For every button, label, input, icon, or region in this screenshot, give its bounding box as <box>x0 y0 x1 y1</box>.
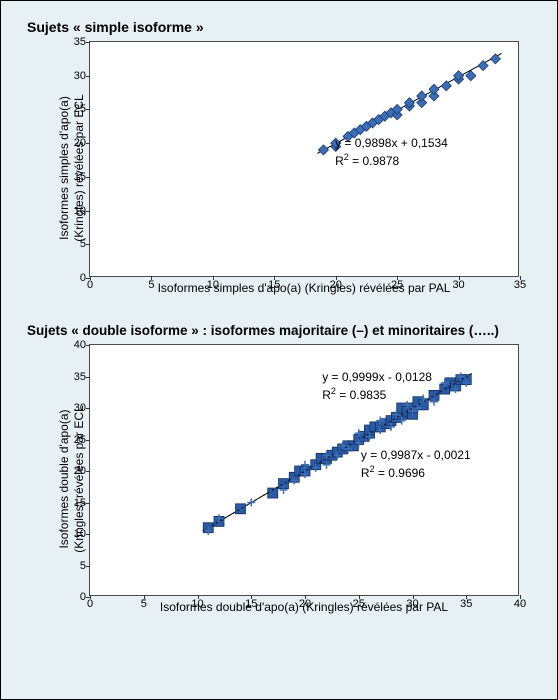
panel-b-title: Sujets « double isoforme » : isoformes m… <box>27 323 541 338</box>
figure-container: Sujets « simple isoforme » Isoformes sim… <box>0 0 558 700</box>
panel-a-ylabel-text: Isoformes simples d'apo(a)(Kringles) rév… <box>57 94 86 241</box>
panel-b-equation-lower: y = 0,9987x - 0,0021 R2 = 0.9696 <box>361 448 471 481</box>
panel-b-chart-wrap: Isoformes double d'apo(a)(Kringles) révé… <box>89 344 519 614</box>
panel-b-eq1-r2: R2 = 0.9835 <box>322 386 432 404</box>
panel-a-eq-line: y = 0,9898x + 0,1534 <box>335 136 448 152</box>
panel-a-chart: y = 0,9898x + 0,1534 R2 = 0.9878 0510152… <box>89 41 519 277</box>
panel-a-title: Sujets « simple isoforme » <box>27 19 541 35</box>
panel-b-eq2-r2: R2 = 0.9696 <box>361 464 471 482</box>
panel-b-equation-upper: y = 0,9999x - 0,0128 R2 = 0.9835 <box>322 370 432 403</box>
panel-b-chart: y = 0,9999x - 0,0128 R2 = 0.9835 y = 0,9… <box>89 344 519 596</box>
panel-a-chart-wrap: Isoformes simples d'apo(a)(Kringles) rév… <box>89 41 519 295</box>
panel-a-eq-r2: R2 = 0.9878 <box>335 152 448 170</box>
panel-b: Sujets « double isoforme » : isoformes m… <box>17 323 541 614</box>
panel-a-svg <box>90 42 520 278</box>
panel-b-eq2-line: y = 0,9987x - 0,0021 <box>361 448 471 464</box>
panel-a: Sujets « simple isoforme » Isoformes sim… <box>17 19 541 295</box>
panel-a-equation: y = 0,9898x + 0,1534 R2 = 0.9878 <box>335 136 448 169</box>
panel-b-eq1-line: y = 0,9999x - 0,0128 <box>322 370 432 386</box>
